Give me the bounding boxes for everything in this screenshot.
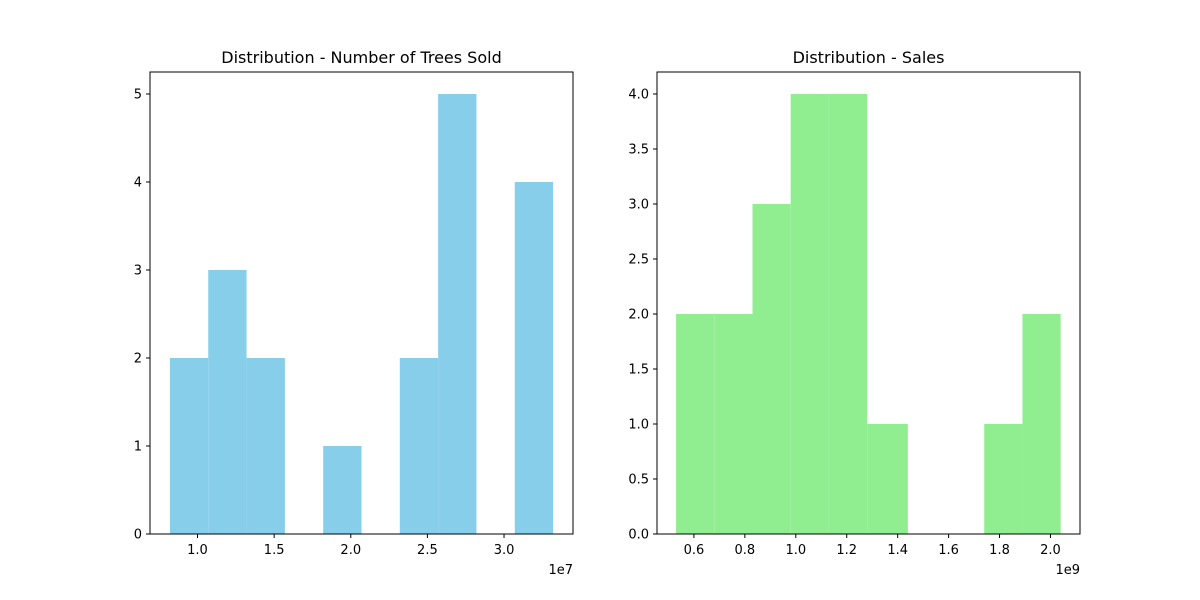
y-tick-label: 1.0 <box>628 418 649 433</box>
histogram-bar <box>246 358 285 534</box>
x-tick-label: 1.0 <box>785 543 806 558</box>
x-tick-label: 1.4 <box>887 543 908 558</box>
x-tick-label: 2.0 <box>340 543 361 558</box>
histogram-bar <box>169 358 209 534</box>
bar-group <box>169 94 554 534</box>
histogram-bar <box>208 270 247 534</box>
y-tick-label: 1.5 <box>628 363 649 378</box>
histogram-bar <box>714 314 753 534</box>
plot-frame <box>149 71 574 535</box>
histogram-bar <box>399 358 439 534</box>
y-tick-label: 4 <box>134 176 142 191</box>
chart-trees-sold: Distribution - Number of Trees Sold 1.0 1… <box>134 48 574 578</box>
x-axis: 1.0 1.5 2.0 2.5 3.0 <box>187 534 514 558</box>
y-tick-label: 3 <box>134 264 142 279</box>
x-tick-label: 1.8 <box>989 543 1010 558</box>
y-tick-label: 3.0 <box>628 198 649 213</box>
y-tick-label: 2 <box>134 352 142 367</box>
histogram-bar <box>828 94 868 534</box>
bar-group <box>676 94 1061 534</box>
y-tick-label: 0.0 <box>628 528 649 543</box>
histogram-bar <box>867 424 908 534</box>
x-tick-label: 3.0 <box>494 543 515 558</box>
chart-title: Distribution - Sales <box>793 48 945 67</box>
y-tick-label: 0 <box>134 528 142 543</box>
y-axis: 0 1 2 3 4 5 <box>134 88 150 543</box>
histogram-bar <box>676 314 715 534</box>
histogram-bar <box>752 204 791 534</box>
y-axis: 0.0 0.5 1.0 1.5 2.0 2.5 3.0 3.5 4.0 <box>628 88 657 543</box>
x-tick-label: 0.6 <box>684 543 705 558</box>
y-tick-label: 5 <box>134 88 142 103</box>
plot-frame <box>656 71 1081 535</box>
chart-title: Distribution - Number of Trees Sold <box>221 48 501 67</box>
y-tick-label: 2.5 <box>628 253 649 268</box>
x-tick-label: 2.5 <box>417 543 438 558</box>
y-tick-label: 1 <box>134 440 142 455</box>
y-tick-label: 3.5 <box>628 143 649 158</box>
x-tick-label: 2.0 <box>1040 543 1061 558</box>
x-tick-label: 1.2 <box>836 543 857 558</box>
histogram-bar <box>323 446 362 534</box>
x-offset-label: 1e7 <box>548 563 573 578</box>
x-axis: 0.6 0.8 1.0 1.2 1.4 1.6 1.8 2.0 <box>684 534 1061 558</box>
histogram-bar <box>514 182 554 534</box>
y-tick-label: 4.0 <box>628 88 649 103</box>
y-tick-label: 2.0 <box>628 308 649 323</box>
x-tick-label: 0.8 <box>735 543 756 558</box>
x-tick-label: 1.0 <box>187 543 208 558</box>
histogram-bar <box>984 424 1023 534</box>
histogram-bar <box>1022 314 1061 534</box>
chart-sales: Distribution - Sales 0.6 0.8 1.0 1.2 1.4 1.6 1… <box>628 48 1081 578</box>
x-offset-label: 1e9 <box>1055 563 1080 578</box>
histogram-bar <box>790 94 829 534</box>
x-tick-label: 1.5 <box>264 543 285 558</box>
histogram-bar <box>438 94 477 534</box>
x-tick-label: 1.6 <box>938 543 959 558</box>
y-tick-label: 0.5 <box>628 473 649 488</box>
